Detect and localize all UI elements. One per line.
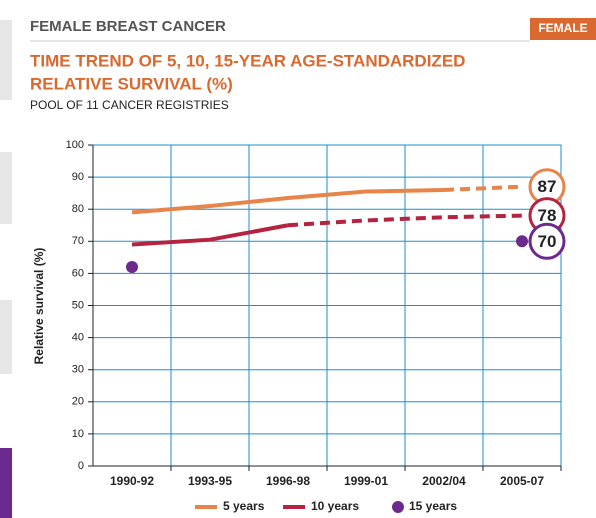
chart-subtitle: POOL OF 11 CANCER REGISTRIES — [30, 98, 229, 112]
end-badge — [528, 222, 566, 260]
legend-swatch — [392, 501, 404, 513]
point — [126, 260, 138, 273]
y-tick-label: 90 — [72, 171, 84, 183]
chart-title: TIME TREND OF 5, 10, 15-YEAR AGE-STANDAR… — [30, 51, 465, 70]
side-block — [0, 20, 12, 100]
y-tick-label: 80 — [72, 203, 84, 215]
side-block — [0, 300, 12, 374]
section-title: FEMALE BREAST CANCER — [30, 18, 226, 35]
chart-title: RELATIVE SURVIVAL (%) — [30, 74, 233, 93]
y-tick-label: 40 — [72, 332, 84, 344]
y-tick-label: 100 — [66, 139, 84, 151]
tab — [530, 18, 596, 40]
side-block — [0, 448, 12, 518]
x-tick-label: 1990-92 — [110, 474, 154, 488]
x-tick-label: 2005-07 — [500, 474, 544, 488]
legend-label: 5 years — [223, 499, 265, 513]
line — [131, 187, 445, 215]
line-projected — [443, 184, 523, 192]
x-tick-label: 1999-01 — [344, 474, 388, 488]
end-value-label: 78 — [538, 206, 557, 225]
x-tick-label: 1993-95 — [188, 474, 232, 488]
y-tick-label: 20 — [72, 396, 84, 408]
line — [131, 223, 289, 247]
y-tick-label: 50 — [72, 299, 84, 311]
legend-label: 15 years — [409, 499, 457, 513]
legend-label: 10 years — [311, 499, 359, 513]
y-axis-label: Relative survival (%) — [32, 248, 46, 365]
y-tick-label: 30 — [72, 364, 84, 376]
y-tick-label: 60 — [72, 267, 84, 279]
tab-label: FEMALE — [538, 21, 587, 35]
y-tick-label: 10 — [72, 428, 84, 440]
end-value-label: 70 — [538, 232, 557, 251]
x-tick-label: 1996-98 — [266, 474, 310, 488]
line-projected — [287, 213, 523, 228]
end-value-label: 87 — [538, 177, 557, 196]
x-tick-label: 2002/04 — [422, 474, 466, 488]
point — [516, 235, 528, 248]
y-tick-label: 70 — [72, 235, 84, 247]
y-tick-label: 0 — [78, 460, 84, 472]
side-block — [0, 152, 12, 224]
